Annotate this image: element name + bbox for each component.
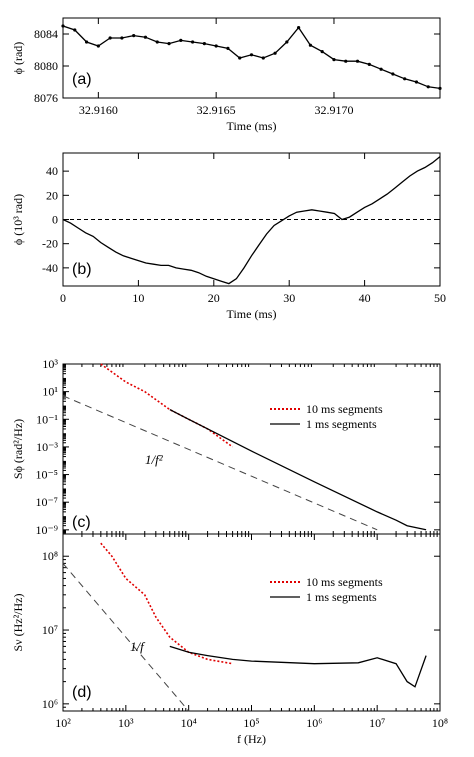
- data-point-a: [73, 28, 77, 32]
- x-tick-label-d: 10⁴: [181, 716, 197, 730]
- x-tick-label-d: 10⁶: [306, 716, 322, 730]
- x-tick-label-d: 10⁸: [432, 716, 448, 730]
- data-point-a: [249, 53, 254, 57]
- y-tick-label-c: 10⁻³: [36, 440, 58, 454]
- data-point-a: [285, 40, 289, 44]
- x-tick-label-d: 10²: [55, 716, 71, 730]
- y-tick-label-c: 10⁻¹: [36, 412, 58, 426]
- data-point-a: [391, 72, 395, 76]
- y-tick-label-d: 10⁸: [42, 549, 58, 563]
- y-tick-label-c: 10⁻⁷: [35, 495, 58, 509]
- data-point-a: [297, 26, 301, 30]
- data-point-a: [143, 35, 148, 39]
- series-line-d-1: [169, 645, 427, 688]
- data-point-a: [367, 62, 371, 66]
- data-point-a: [414, 80, 419, 84]
- x-tick-label-b: 0: [60, 291, 66, 305]
- slope-annotation-c: 1/f²: [145, 452, 164, 467]
- y-tick-label-b: 20: [46, 188, 58, 202]
- x-axis-label-d: f (Hz): [237, 732, 266, 746]
- plot-frame-d: [62, 533, 441, 712]
- y-tick-label-a: 8084: [34, 27, 58, 41]
- y-tick-label-a: 8080: [34, 59, 58, 73]
- plot-frame-a: [62, 17, 441, 99]
- y-tick-label-d: 10⁷: [42, 623, 58, 637]
- y-tick-label-c: 10¹: [42, 385, 58, 399]
- legend-label-d: 1 ms segments: [306, 590, 377, 604]
- panel-label-c: (c): [72, 514, 91, 531]
- x-tick-label-d: 10⁷: [369, 716, 385, 730]
- series-line-c-0: [100, 363, 234, 448]
- series-line-b-0: [62, 156, 441, 285]
- y-tick-label-c: 10⁻⁹: [35, 523, 58, 537]
- x-tick-label-a: 32.9165: [197, 103, 236, 117]
- data-point-a: [379, 67, 383, 71]
- x-tick-label-b: 50: [434, 291, 446, 305]
- data-point-a: [61, 24, 65, 28]
- data-point-a: [120, 36, 124, 40]
- series-line-c-1: [169, 409, 427, 531]
- x-tick-label-b: 40: [359, 291, 371, 305]
- data-point-a: [273, 51, 277, 55]
- data-point-a: [261, 56, 265, 60]
- y-axis-label-b: ϕ (10³ rad): [11, 194, 25, 245]
- x-axis-label-b: Time (ms): [227, 307, 277, 321]
- data-point-a: [96, 44, 100, 48]
- x-tick-label-a: 32.9170: [314, 103, 353, 117]
- series-line-d-2: [62, 563, 190, 712]
- data-point-a: [132, 34, 136, 38]
- data-point-a: [84, 40, 89, 44]
- legend-label-c: 10 ms segments: [306, 402, 383, 416]
- data-point-a: [438, 86, 442, 90]
- data-point-a: [179, 38, 183, 43]
- data-point-a: [155, 40, 159, 44]
- x-tick-label-a: 32.9160: [79, 103, 118, 117]
- data-point-a: [403, 77, 407, 81]
- y-tick-label-a: 8076: [34, 91, 58, 105]
- x-tick-label-d: 10³: [118, 716, 134, 730]
- slope-annotation-d: 1/f: [130, 639, 146, 654]
- plot-frame-c: [62, 363, 441, 535]
- x-tick-label-d: 10⁵: [243, 716, 259, 730]
- y-axis-label-d: Sν (Hz²/Hz): [11, 593, 25, 651]
- y-axis-label-c: Sϕ (rad²/Hz): [11, 419, 25, 479]
- data-point-a: [320, 50, 324, 54]
- y-axis-label-a: ϕ (rad): [11, 42, 25, 75]
- data-point-a: [190, 40, 195, 44]
- data-point-a: [238, 56, 242, 60]
- y-tick-label-b: 0: [52, 213, 58, 227]
- panel-label-a: (a): [72, 71, 92, 88]
- legend-label-c: 1 ms segments: [306, 417, 377, 431]
- data-point-a: [226, 46, 230, 51]
- data-point-a: [308, 43, 313, 47]
- data-point-a: [355, 59, 360, 63]
- y-tick-label-b: 40: [46, 164, 58, 178]
- series-line-c-2: [62, 395, 378, 531]
- series-line-d-0: [100, 542, 233, 665]
- panel-label-d: (d): [72, 684, 92, 701]
- x-tick-label-b: 20: [208, 291, 220, 305]
- y-tick-label-c: 10³: [42, 357, 58, 371]
- y-tick-label-b: -40: [42, 261, 58, 275]
- x-tick-label-b: 30: [283, 291, 295, 305]
- y-tick-label-d: 10⁶: [42, 697, 58, 711]
- data-point-a: [332, 58, 336, 62]
- y-tick-label-b: -20: [42, 237, 58, 251]
- legend-label-d: 10 ms segments: [306, 575, 383, 589]
- data-point-a: [344, 59, 348, 63]
- x-axis-label-a: Time (ms): [227, 119, 277, 133]
- data-point-a: [202, 42, 206, 46]
- data-point-a: [108, 36, 112, 40]
- data-point-a: [167, 42, 171, 46]
- y-tick-label-c: 10⁻⁵: [35, 468, 58, 482]
- data-point-a: [426, 85, 430, 89]
- x-tick-label-b: 10: [132, 291, 144, 305]
- data-point-a: [214, 44, 218, 48]
- series-line-a-0: [62, 25, 441, 90]
- panel-label-b: (b): [72, 261, 92, 278]
